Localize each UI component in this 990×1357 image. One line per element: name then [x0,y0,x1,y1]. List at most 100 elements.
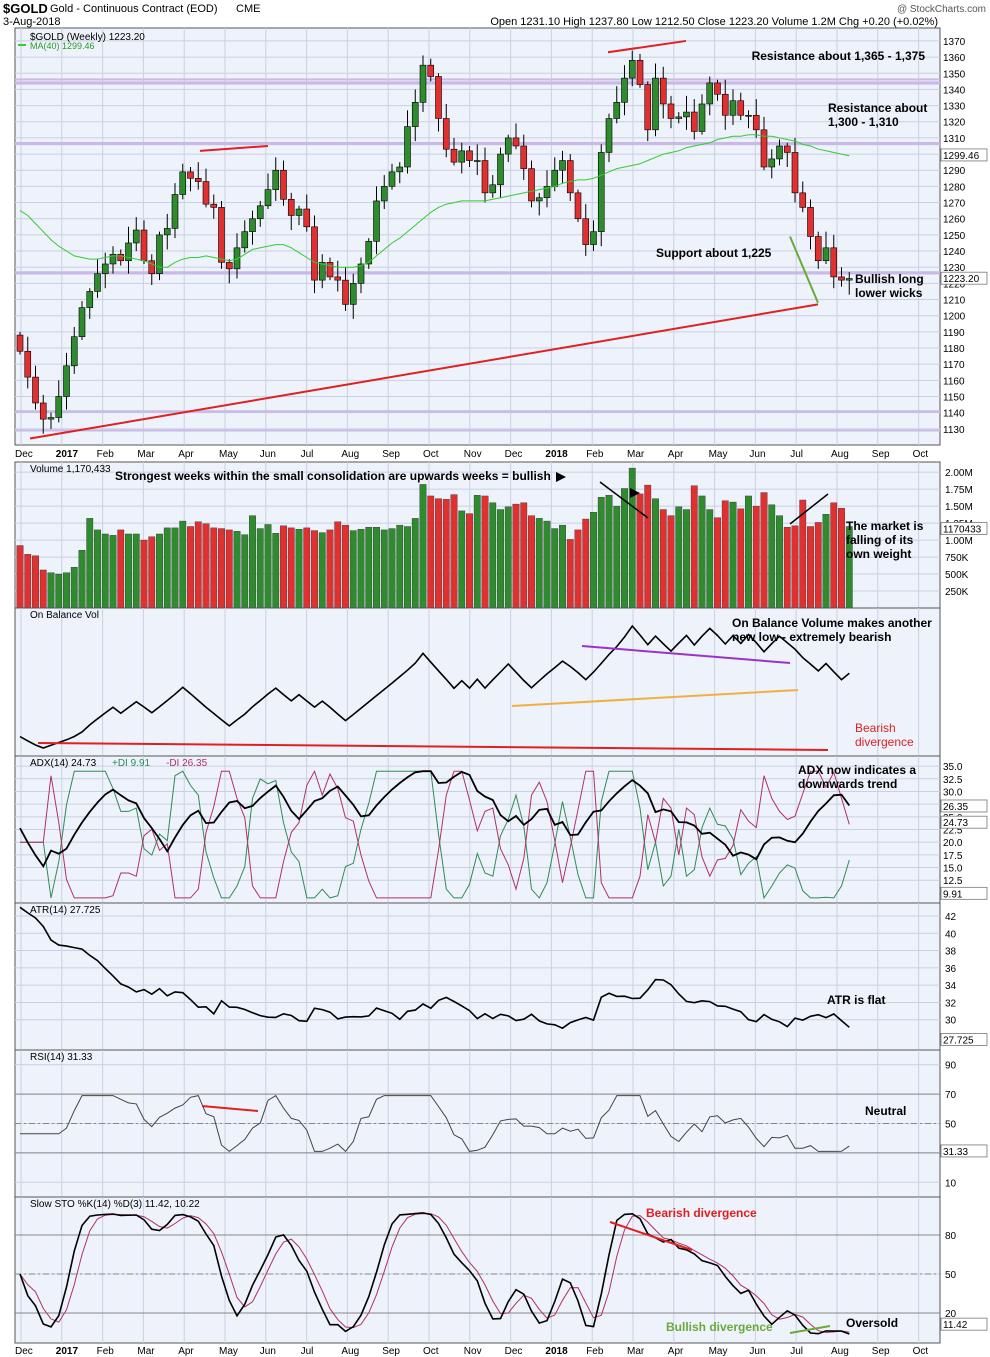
candle-down [783,145,791,153]
volume-bar-up [458,510,466,609]
volume-bar-up [86,518,94,609]
sto-k-line [19,1212,850,1335]
candle-down [187,171,194,179]
volume-bar-up [47,572,55,609]
candle-down [574,192,582,220]
adx-line [19,770,851,869]
header-date: 3-Aug-2018 [3,16,61,28]
atr-line [19,906,850,1030]
level-band [15,78,940,81]
candle-up [559,160,566,171]
candle-up [380,186,388,202]
adx-title: ADX(14) 24.73 [30,758,97,769]
candle-down [303,208,311,228]
x-axis-label: 2018 [545,449,568,460]
candle-up [233,247,241,270]
candle-down [32,376,39,404]
header-quote: Open 1231.10 High 1237.80 Low 1212.50 Cl… [490,16,938,28]
volume-bar-down [435,498,442,609]
annotation-adx: downwards trend [798,777,897,791]
candle-down [342,279,349,305]
candle-up [241,231,249,249]
candle-down [814,236,822,262]
volume-title: Volume 1,170,433 [30,464,111,475]
volume-panel: 2.00M1.75M1.50M1.25M1.00M750K500K250K117… [14,461,988,609]
volume-bar-up [590,512,597,609]
candle-up [489,184,497,194]
minus-di-last-value: 26.35 [943,802,968,813]
adx-last-value-box [940,815,988,829]
annotation-wicks: lower wicks [855,286,923,300]
annotation-volume-falling: The market is [846,519,924,533]
annotation-resistance-1300: Resistance about [828,101,927,115]
stochastic-panel: 20 50 80 11.42 Slow STO %K(14) %D(3) 11.42, … [14,1196,988,1357]
candle-up [597,152,605,232]
header-name: Gold - Continuous Contract (EOD) [50,3,218,15]
volume-bar-up [249,515,256,609]
x-axis-label-bottom: Apr [668,1346,684,1357]
x-axis-label: Oct [423,449,439,460]
x-axis-label-bottom: Feb [97,1346,115,1357]
price-tick-label: 1220 [943,279,966,290]
volume-bar-down [194,521,202,609]
candle-up [272,169,280,190]
volume-bar-up [776,515,783,609]
volume-bar-up [256,528,264,609]
volume-bar-down [287,527,295,609]
candle-up [590,231,597,245]
candle-down [326,262,334,278]
candle-down [582,218,590,245]
volume-bar-down [582,518,590,609]
candle-down [481,160,489,194]
candle-down [667,103,675,119]
price-tick-label: 1340 [943,85,966,96]
price-tick-label: 1160 [943,376,965,387]
candle-up [706,82,714,105]
price-tick-label: 1350 [943,69,966,80]
volume-bar-down [667,515,675,609]
candle-up [613,102,621,119]
x-axis-label: Jun [260,449,276,460]
sto-d-line [19,1213,850,1334]
x-axis-label-bottom: Nov [464,1346,482,1357]
adx-tick-label: 12.5 [943,876,963,887]
candle-up [94,273,101,292]
volume-bar-down [520,502,528,609]
price-tick-label: 1150 [943,393,965,404]
minus-di-line [20,769,850,899]
stochastic-panel-frame [14,1196,941,1344]
annotation-resistance-1300: 1,300 - 1,310 [828,115,899,129]
volume-bar-down [814,522,822,609]
volume-last-value-box [940,522,988,535]
level-band [15,81,940,85]
candle-up [163,228,171,236]
candle-down [838,276,845,281]
candle-up [473,160,481,162]
x-axis-label: Nov [464,449,482,460]
annotation-sto-bullish: Bullish divergence [666,1320,773,1334]
obv-line [19,624,850,749]
volume-bar-up [745,495,752,609]
atr-last-value-box [940,1033,988,1046]
volume-bar-up [264,524,272,609]
candle-up [551,169,559,187]
candle-down [427,64,435,77]
volume-bar-up [605,495,613,609]
x-axis-label: Oct [913,449,929,460]
candle-down [830,247,838,278]
volume-bar-down [690,485,698,609]
volume-bar-up [504,506,512,609]
atr-title: ATR(14) 27.725 [30,905,101,916]
candle-up [156,234,163,274]
annotation-rsi: Neutral [865,1104,906,1118]
arrow-right-icon [556,472,566,482]
rsi-title: RSI(14) 31.33 [30,1052,93,1063]
level-band [15,271,940,275]
volume-bar-up [109,535,117,609]
x-axis-label-bottom: May [709,1346,728,1357]
x-axis-label: Mar [627,449,645,460]
candle-down [202,181,210,205]
level-band [15,141,940,146]
volume-bar-up [497,509,504,609]
x-axis-label: Jul [301,449,314,460]
